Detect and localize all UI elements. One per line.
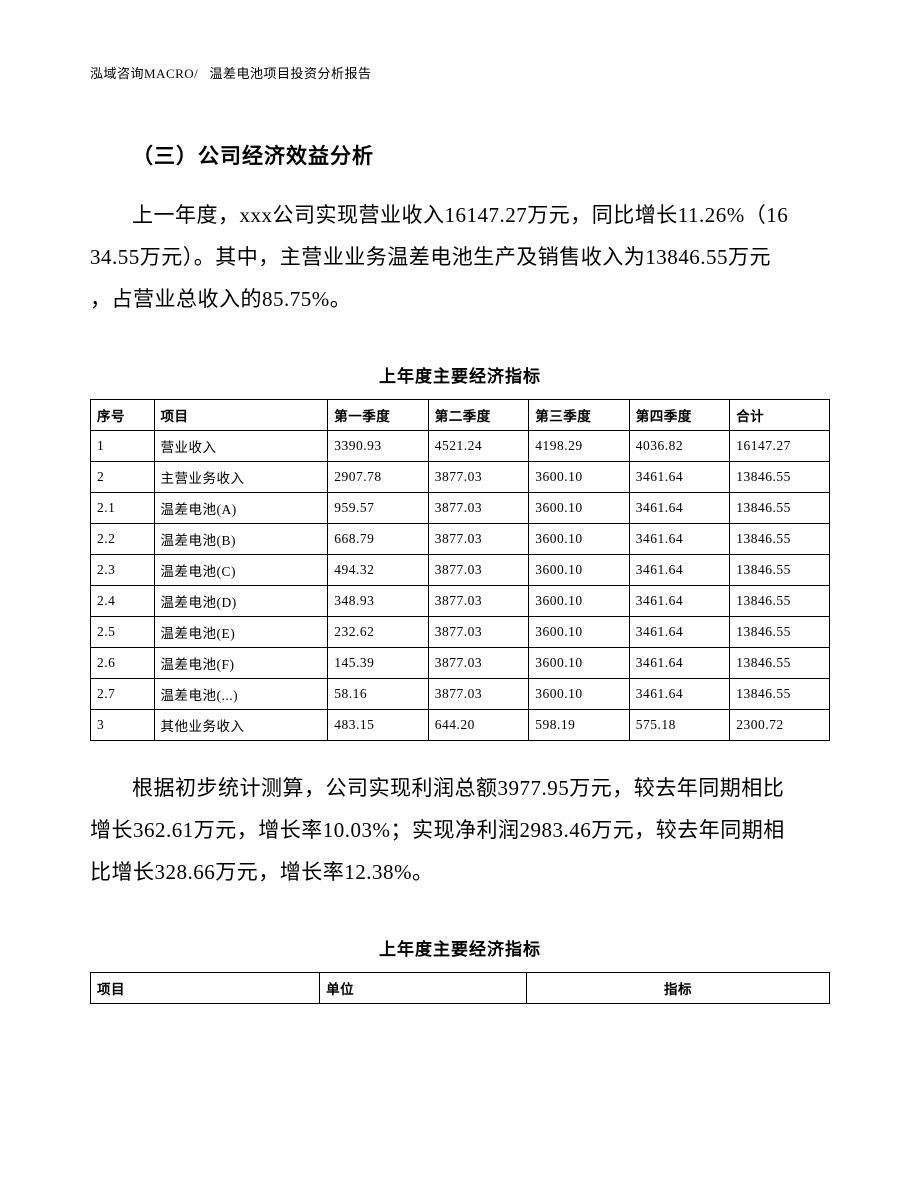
col-index: 指标 — [526, 973, 829, 1004]
economic-indicators-table-2: 项目 单位 指标 — [90, 972, 830, 1004]
table-row: 2.7温差电池(...)58.163877.033600.103461.6413… — [91, 679, 830, 710]
table-header-row: 项目 单位 指标 — [91, 973, 830, 1004]
table-row: 2.2温差电池(B)668.793877.033600.103461.64138… — [91, 524, 830, 555]
table-row: 2.5温差电池(E)232.623877.033600.103461.64138… — [91, 617, 830, 648]
table-row: 2.6温差电池(F)145.393877.033600.103461.64138… — [91, 648, 830, 679]
document-page: 泓域咨询MACRO/ 温差电池项目投资分析报告 （三）公司经济效益分析 上一年度… — [0, 0, 920, 1191]
section-heading: （三）公司经济效益分析 — [90, 140, 830, 170]
page-header: 泓域咨询MACRO/ 温差电池项目投资分析报告 — [90, 63, 830, 82]
table-header-row: 序号 项目 第一季度 第二季度 第三季度 第四季度 合计 — [91, 400, 830, 431]
paragraph-1: 上一年度，xxx公司实现营业收入16147.27万元，同比增长11.26%（16… — [90, 194, 830, 320]
col-seq: 序号 — [91, 400, 155, 431]
paragraph-2: 根据初步统计测算，公司实现利润总额3977.95万元，较去年同期相比增长362.… — [90, 767, 830, 893]
table-row: 2.4温差电池(D)348.933877.033600.103461.64138… — [91, 586, 830, 617]
col-item: 项目 — [154, 400, 328, 431]
table1-title: 上年度主要经济指标 — [90, 362, 830, 387]
col-q4: 第四季度 — [629, 400, 730, 431]
col-total: 合计 — [730, 400, 830, 431]
col-item: 项目 — [91, 973, 320, 1004]
col-q1: 第一季度 — [328, 400, 429, 431]
col-q3: 第三季度 — [529, 400, 630, 431]
table-row: 3其他业务收入483.15644.20598.19575.182300.72 — [91, 710, 830, 741]
economic-indicators-table-1: 序号 项目 第一季度 第二季度 第三季度 第四季度 合计 1营业收入3390.9… — [90, 399, 830, 741]
table-row: 2.3温差电池(C)494.323877.033600.103461.64138… — [91, 555, 830, 586]
col-q2: 第二季度 — [428, 400, 529, 431]
table2-title: 上年度主要经济指标 — [90, 935, 830, 960]
header-right: 温差电池项目投资分析报告 — [210, 66, 372, 81]
table-row: 1营业收入3390.934521.244198.294036.8216147.2… — [91, 431, 830, 462]
header-left: 泓域咨询MACRO/ — [90, 66, 198, 81]
table-row: 2主营业务收入2907.783877.033600.103461.6413846… — [91, 462, 830, 493]
table-row: 2.1温差电池(A)959.573877.033600.103461.64138… — [91, 493, 830, 524]
table1-body: 1营业收入3390.934521.244198.294036.8216147.2… — [91, 431, 830, 741]
col-unit: 单位 — [320, 973, 527, 1004]
